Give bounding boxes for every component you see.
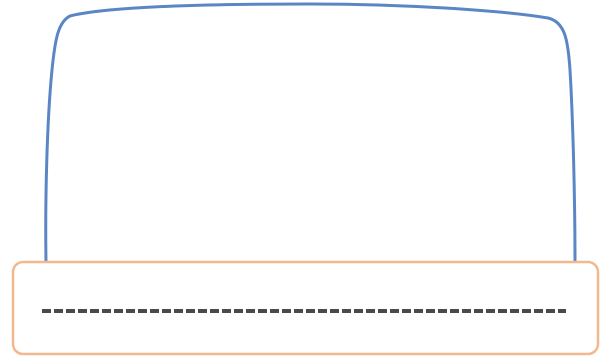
lower-bar (11, 260, 600, 356)
upper-frame-outline (44, 2, 577, 264)
